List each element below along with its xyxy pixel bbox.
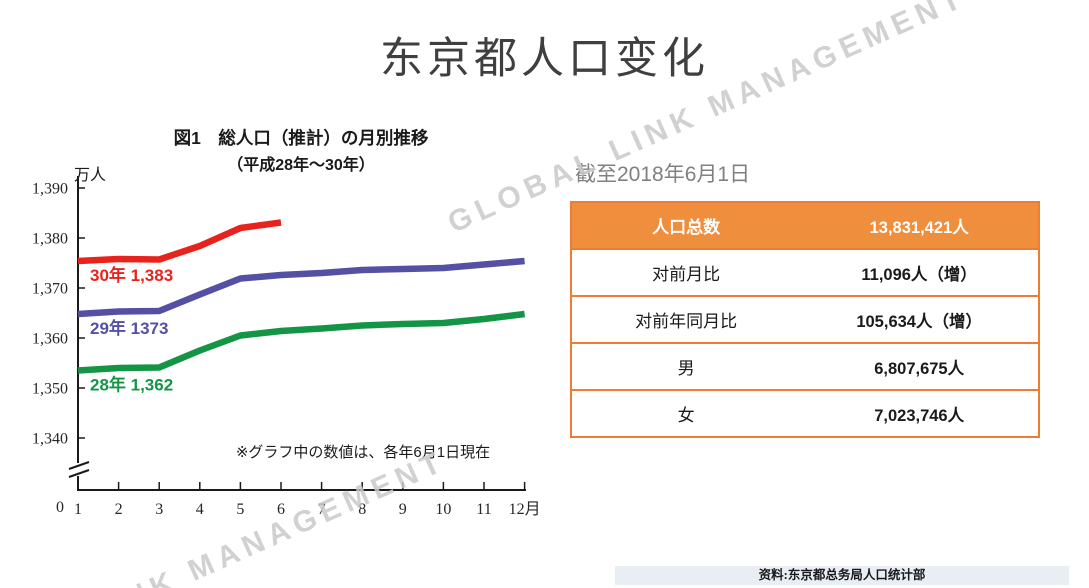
y-tick-label: 1,370 — [32, 281, 68, 298]
unit-label: 万人 — [74, 166, 106, 184]
table-row-value: 7,023,746人 — [874, 406, 965, 425]
series-line-30年 — [77, 219, 282, 265]
x-tick-label: 3 — [155, 501, 163, 518]
chart-title: 図1 総人口（推計）の月別推移 — [174, 128, 429, 148]
table-header-row: 人口总数 13,831,421人 — [572, 203, 1038, 250]
x-tick-label: 12月 — [509, 501, 541, 518]
table-row-label: 女 — [677, 406, 695, 425]
series-label-28年: 28年 1,362 — [90, 375, 173, 395]
population-table: 人口总数 13,831,421人对前月比 11,096人（增） 对前年同月比 105,6… — [570, 201, 1040, 438]
page-title: 东京都人口变化 — [380, 36, 709, 83]
table-row: 女 7,023,746人 — [572, 391, 1038, 436]
x-tick-label: 9 — [399, 501, 407, 518]
y-tick-label: 1,380 — [32, 231, 68, 248]
x-tick-label: 11 — [476, 501, 491, 518]
x-tick-label: 2 — [115, 501, 123, 518]
series-line-29年 — [77, 257, 525, 318]
population-line-chart: 1,390 1,380 1,370 1,360 1,350 1,340 1 2 3 4 5 6 7 8 9 1… — [32, 128, 541, 518]
table-row-value: 11,096人（增） — [861, 265, 977, 284]
y-tick-label: 1,390 — [32, 181, 68, 198]
chart-subtitle: （平成28年～30年） — [227, 155, 375, 174]
x-tick-label: 4 — [196, 501, 204, 518]
series-label-29年: 29年 1373 — [90, 318, 168, 338]
source-text: 资料:东京都总务局人口统计部 — [758, 568, 926, 582]
series-line-28年 — [77, 310, 525, 374]
x-tick-label: 1 — [74, 501, 82, 518]
axis-break-mark — [68, 461, 90, 470]
table-row: 男 6,807,675人 — [572, 344, 1038, 391]
x-tick-label: 8 — [358, 501, 366, 518]
table-row-label: 人口总数 — [652, 218, 721, 237]
series-label-30年: 30年 1,383 — [90, 265, 173, 285]
table-row-label: 男 — [677, 359, 695, 378]
x-tick-label: 10 — [435, 501, 451, 518]
x-tick-label: 6 — [277, 501, 285, 518]
table-row-value: 6,807,675人 — [874, 359, 965, 378]
table-row: 对前年同月比 105,634人（增） — [572, 297, 1038, 344]
source-bar: 资料:东京都总务局人口统计部 — [615, 566, 1069, 585]
table-row: 对前月比 11,096人（增） — [572, 250, 1038, 297]
axis-break-mark — [68, 469, 90, 478]
x-tick-label: 7 — [318, 501, 326, 518]
table-row-value: 13,831,421人 — [869, 218, 969, 237]
y-tick-label: 1,340 — [32, 431, 68, 448]
table-row-value: 105,634人（增） — [856, 312, 982, 331]
y-tick-label: 1,350 — [32, 381, 68, 398]
chart-note: ※グラフ中の数値は、各年6月1日現在 — [236, 444, 490, 461]
zero-label: 0 — [56, 499, 64, 516]
y-tick-label: 1,360 — [32, 331, 68, 348]
table-row-label: 对前年同月比 — [635, 312, 738, 331]
x-tick-label: 5 — [236, 501, 244, 518]
table-row-label: 对前月比 — [652, 265, 721, 284]
as-of-date-heading: 截至2018年6月1日 — [575, 163, 751, 186]
